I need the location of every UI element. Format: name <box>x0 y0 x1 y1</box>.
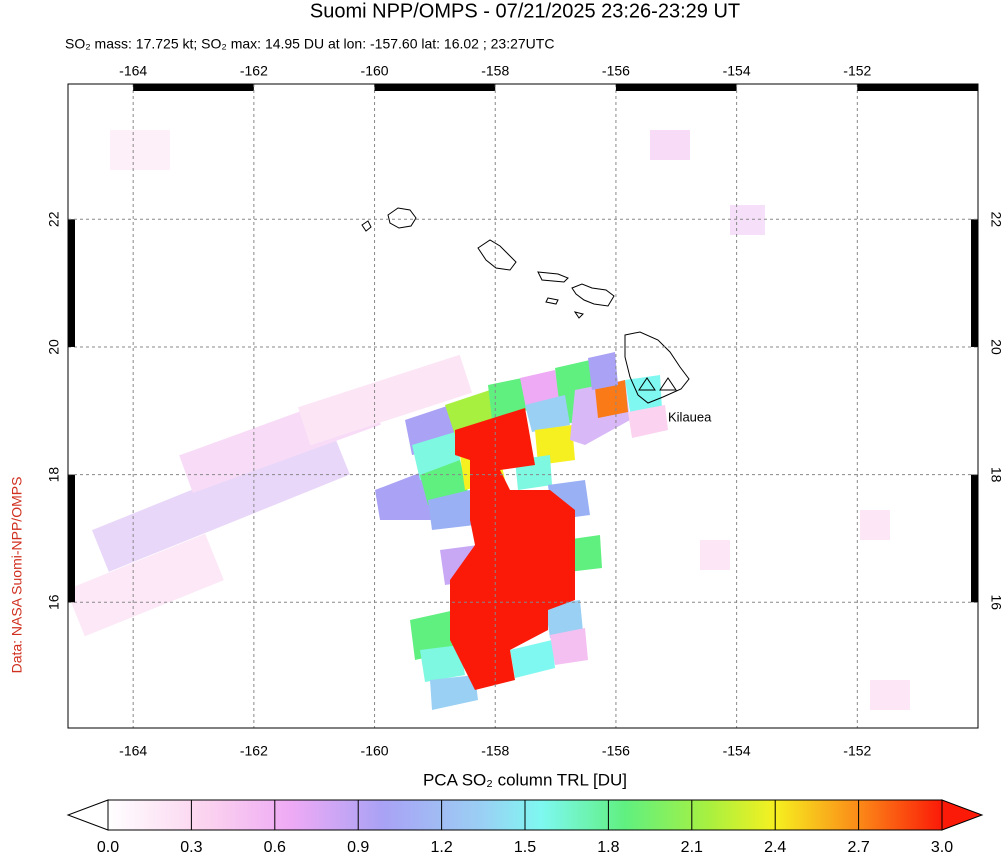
colorbar-tick-label: 0.9 <box>347 839 369 855</box>
x-tick-label: -160 <box>361 743 389 759</box>
x-tick-label: -162 <box>240 743 268 759</box>
y-tick-label: 18 <box>46 467 62 483</box>
y-tick-label: 18 <box>988 467 1004 483</box>
map-frame <box>67 83 979 729</box>
frame-bar <box>615 84 737 91</box>
y-tick-label: 16 <box>46 594 62 610</box>
frame-bar <box>971 219 978 347</box>
source-label: Data: NASA Suomi-NPP/OMPS <box>9 477 25 674</box>
x-tick-label: -162 <box>240 63 268 79</box>
x-tick-label: -152 <box>843 743 871 759</box>
colorbar: PCA SO₂ column TRL [DU] 0.0 0.3 0.6 0.9 1.2 1… <box>66 770 984 856</box>
background-pixels <box>68 130 910 710</box>
y-tick-label: 22 <box>46 211 62 227</box>
colorbar-label: PCA SO₂ column TRL [DU] <box>423 770 627 789</box>
volcano-label: Kilauea <box>668 409 712 424</box>
so2-field <box>68 130 910 710</box>
colorbar-tick-label: 1.2 <box>430 839 452 855</box>
x-tick-label: -156 <box>602 63 630 79</box>
colorbar-low-arrow <box>66 799 109 831</box>
subtitle: SO₂ mass: 17.725 kt; SO₂ max: 14.95 DU a… <box>65 36 554 52</box>
colorbar-tick-label: 0.6 <box>264 839 286 855</box>
frame-bar <box>68 219 75 347</box>
colorbar-tick-label: 0.0 <box>97 839 119 855</box>
y-tick-label: 20 <box>988 339 1004 355</box>
title: Suomi NPP/OMPS - 07/21/2025 23:26-23:29 … <box>310 0 740 22</box>
colorbar-tick-label: 3.0 <box>931 839 953 855</box>
x-tick-label: -160 <box>361 63 389 79</box>
x-tick-label: -158 <box>481 743 509 759</box>
x-tick-label: -154 <box>723 63 751 79</box>
x-tick-label: -156 <box>602 743 630 759</box>
volcano-marker <box>638 377 656 391</box>
coastlines <box>361 207 690 404</box>
x-tick-label: -164 <box>119 743 147 759</box>
colorbar-tick-label: 2.1 <box>681 839 703 855</box>
axes: -164 -164 -162 -162 -160 -160 -158 -158 -156 -156… <box>46 63 1005 759</box>
frame-bar <box>68 474 75 603</box>
frame-bar <box>857 84 978 91</box>
frame-bar <box>971 474 978 603</box>
y-tick-label: 20 <box>46 339 62 355</box>
colorbar-tick-label: 0.3 <box>180 839 202 855</box>
colorbar-tick-label: 2.7 <box>847 839 869 855</box>
x-tick-label: -164 <box>119 63 147 79</box>
volcano-marker <box>659 377 677 391</box>
colorbar-tick-label: 1.5 <box>514 839 536 855</box>
frame-bar <box>133 84 254 91</box>
y-tick-label: 22 <box>988 212 1004 228</box>
colorbar-tick-label: 1.8 <box>597 839 619 855</box>
frame-bar <box>374 84 496 91</box>
colorbar-high-arrow <box>941 799 984 831</box>
x-tick-label: -158 <box>481 63 509 79</box>
x-tick-label: -154 <box>723 743 751 759</box>
x-tick-label: -152 <box>843 63 871 79</box>
y-tick-label: 16 <box>988 594 1004 610</box>
colorbar-tick-label: 2.4 <box>764 839 786 855</box>
